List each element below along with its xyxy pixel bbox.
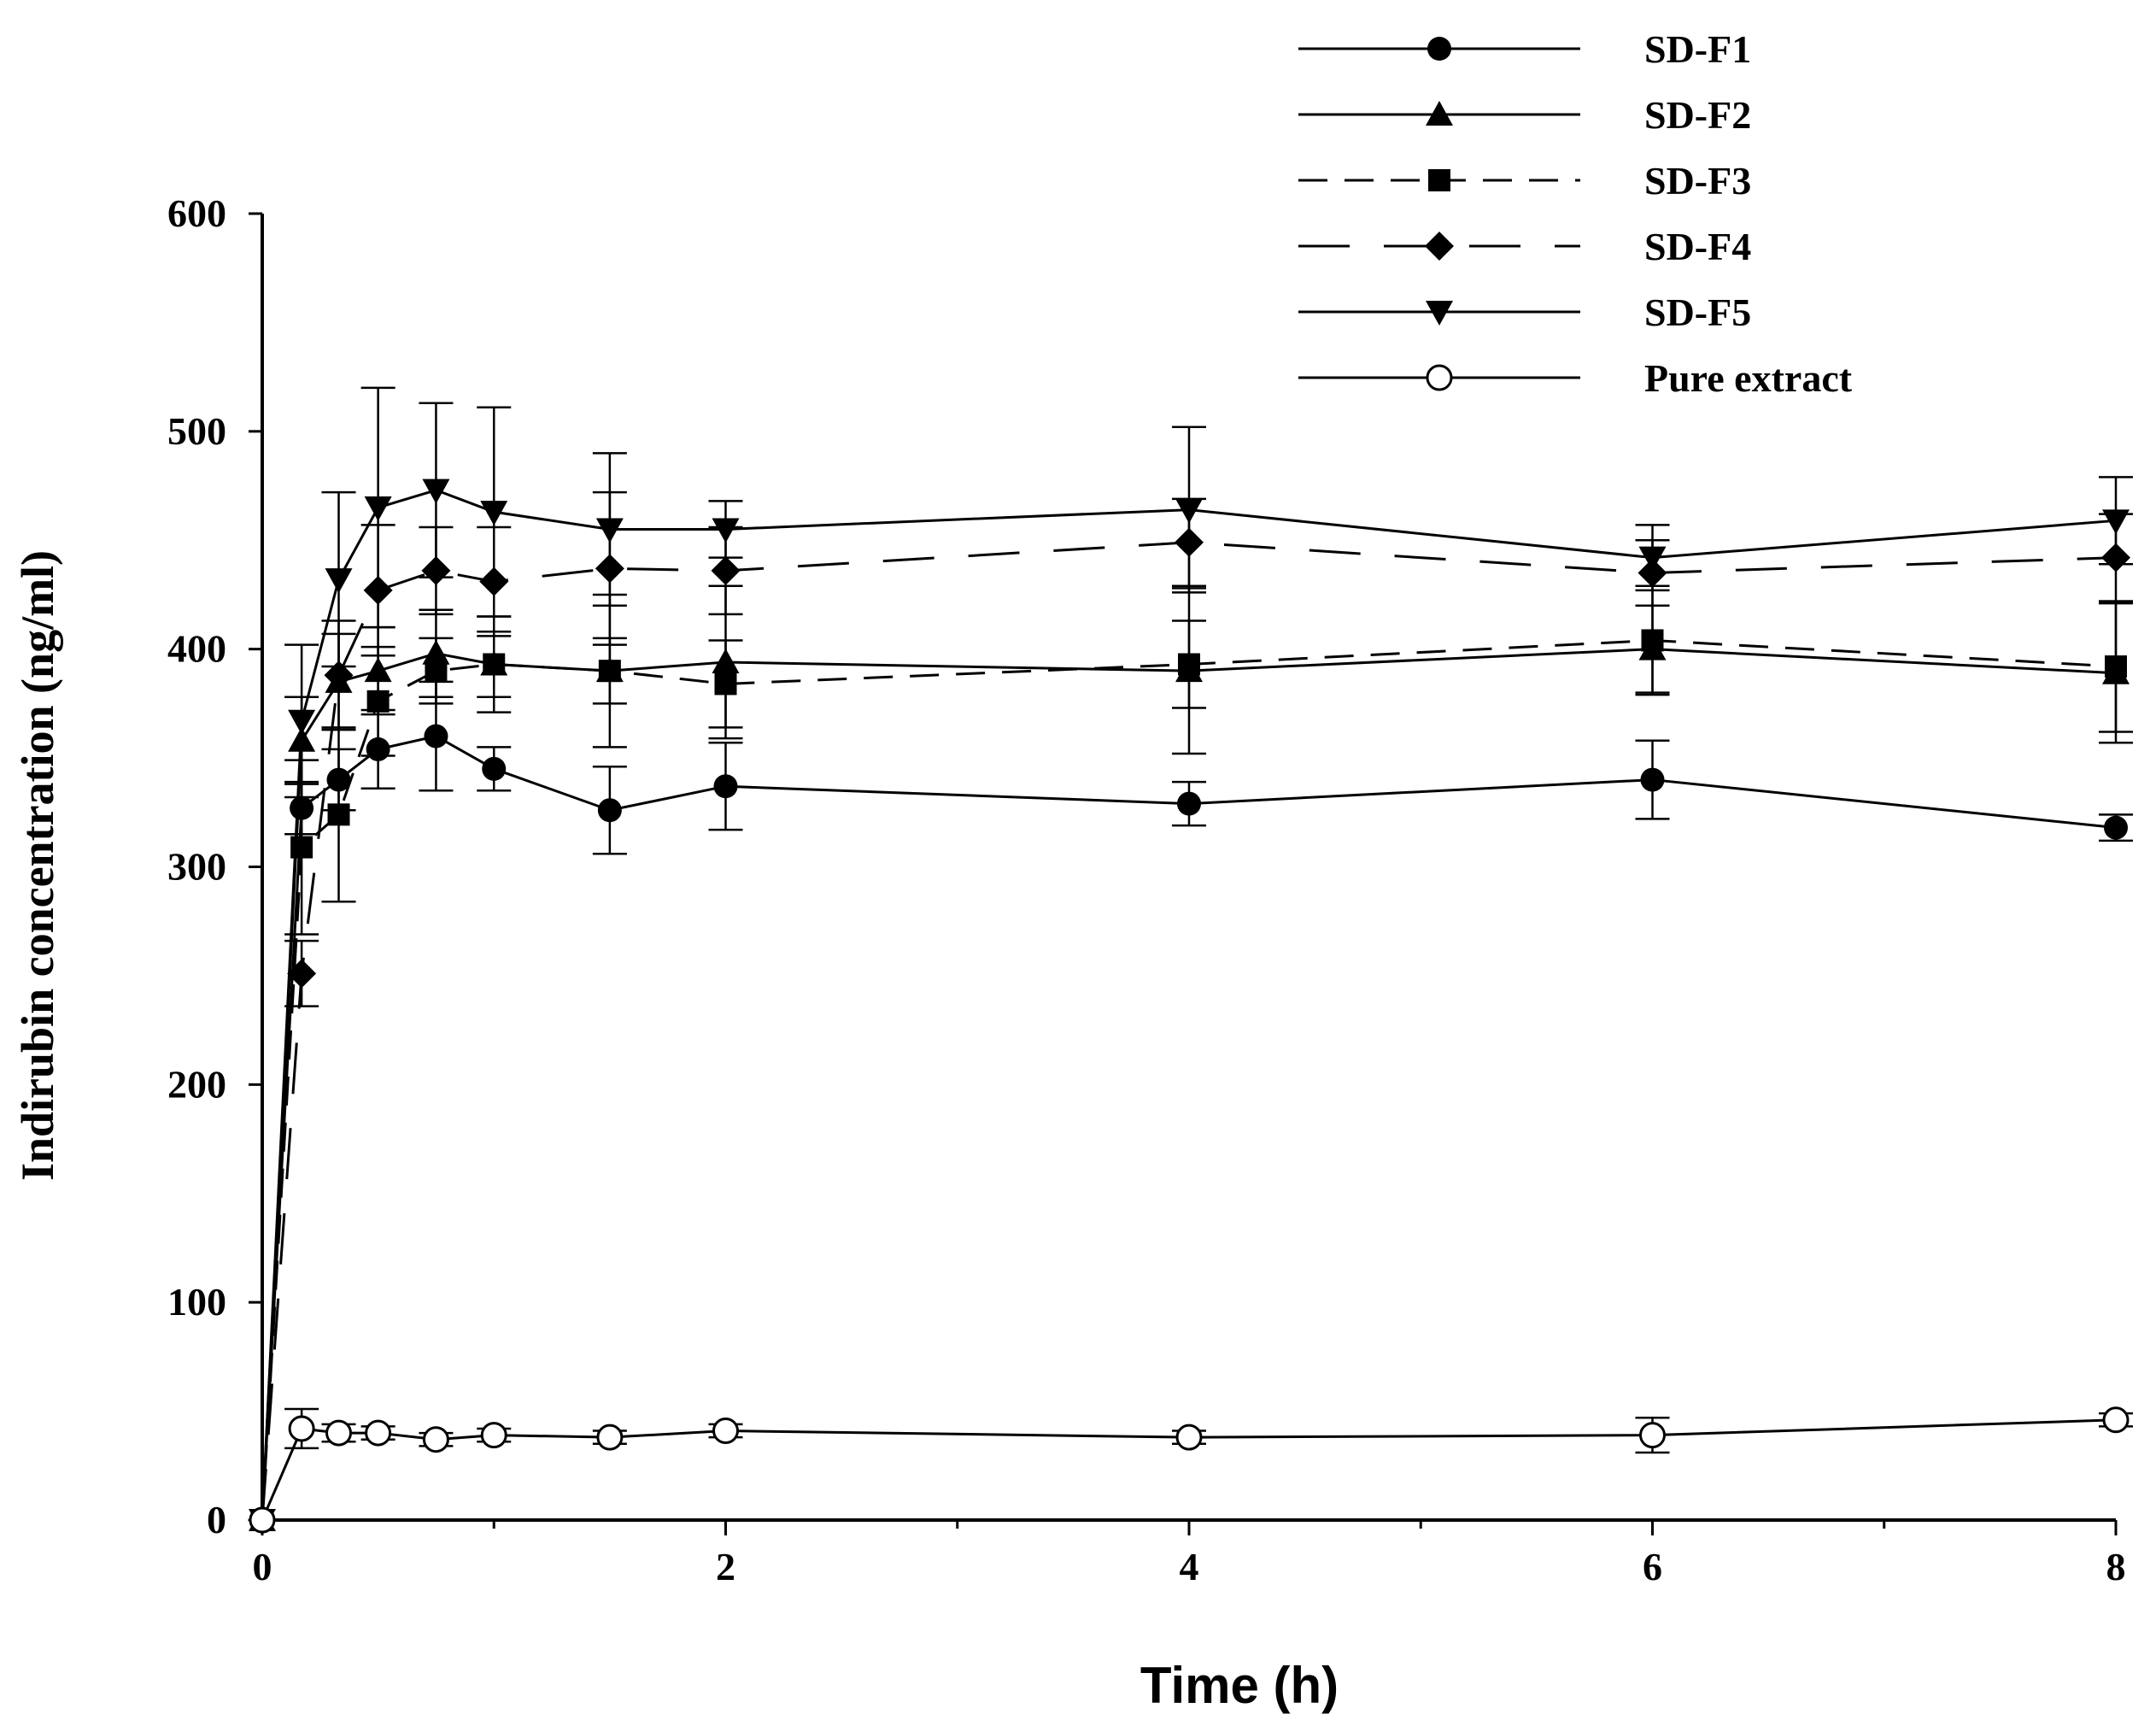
series-sd-f5 bbox=[249, 386, 2133, 1534]
data-point bbox=[288, 1415, 315, 1442]
data-point bbox=[483, 653, 506, 676]
series-sd-f4 bbox=[248, 490, 2133, 1535]
data-point bbox=[422, 478, 450, 504]
legend: SD-F1 SD-F2 SD-F3 SD-F4 SD-F5 Pure extract bbox=[1298, 27, 1853, 400]
data-point bbox=[327, 803, 350, 826]
y-tick-label: 300 bbox=[167, 845, 226, 889]
legend-label: Pure extract bbox=[1644, 356, 1853, 400]
legend-label: SD-F3 bbox=[1644, 159, 1751, 203]
legend-label: SD-F5 bbox=[1644, 291, 1751, 334]
data-point bbox=[1640, 767, 1665, 792]
data-point bbox=[249, 1506, 276, 1534]
legend-label: SD-F1 bbox=[1644, 27, 1751, 71]
data-point bbox=[325, 1419, 353, 1447]
x-tick-label: 0 bbox=[253, 1545, 272, 1588]
data-point bbox=[422, 1426, 449, 1453]
x-tick-label: 2 bbox=[716, 1545, 735, 1588]
legend-marker bbox=[1425, 232, 1454, 261]
data-point bbox=[1177, 791, 1201, 816]
data-point bbox=[1638, 546, 1667, 572]
series-sd-f2 bbox=[249, 584, 2133, 1531]
data-point bbox=[597, 798, 622, 823]
data-point bbox=[288, 709, 316, 735]
data-point bbox=[364, 496, 392, 522]
data-point bbox=[480, 1422, 507, 1449]
data-point bbox=[595, 518, 624, 543]
data-point bbox=[287, 959, 317, 989]
series-sd-f3 bbox=[251, 584, 2133, 1531]
data-point bbox=[365, 1419, 392, 1447]
legend-marker bbox=[1426, 301, 1453, 326]
data-point bbox=[325, 568, 353, 594]
y-tick-label: 100 bbox=[167, 1280, 226, 1324]
legend-label: SD-F2 bbox=[1644, 93, 1751, 137]
data-point bbox=[2104, 815, 2128, 840]
data-point bbox=[1641, 629, 1664, 652]
y-tick-label: 500 bbox=[167, 409, 226, 453]
data-point bbox=[2102, 509, 2130, 535]
data-point bbox=[425, 660, 448, 683]
data-point bbox=[714, 672, 737, 696]
data-point bbox=[2102, 1406, 2130, 1434]
data-point bbox=[711, 555, 741, 585]
data-point bbox=[424, 724, 448, 748]
x-tick-label: 6 bbox=[1643, 1545, 1662, 1588]
data-point bbox=[2105, 655, 2127, 678]
data-point bbox=[712, 518, 740, 543]
legend-marker bbox=[1428, 169, 1450, 191]
data-point bbox=[1639, 1422, 1666, 1449]
legend-marker bbox=[1426, 101, 1453, 126]
y-tick-label: 200 bbox=[167, 1062, 226, 1106]
x-tick-label: 8 bbox=[2106, 1545, 2126, 1588]
data-point bbox=[482, 756, 507, 781]
data-point bbox=[712, 1418, 739, 1445]
data-point bbox=[366, 690, 390, 713]
series-line bbox=[261, 648, 2117, 1521]
data-point bbox=[324, 660, 354, 690]
x-tick-label: 4 bbox=[1180, 1545, 1199, 1588]
data-point bbox=[1175, 1424, 1203, 1451]
data-point bbox=[596, 1424, 624, 1451]
y-tick-label: 0 bbox=[207, 1498, 226, 1541]
legend-marker bbox=[1427, 37, 1451, 61]
y-axis-label: Indirubin concentration (ng/ml) bbox=[12, 550, 63, 1181]
legend-label: SD-F4 bbox=[1644, 225, 1751, 268]
y-tick-label: 600 bbox=[167, 191, 226, 235]
y-tick-label: 400 bbox=[167, 627, 226, 671]
series-sd-f1 bbox=[250, 680, 2133, 1532]
data-point bbox=[598, 660, 621, 683]
data-point bbox=[713, 774, 738, 799]
data-point bbox=[1178, 653, 1200, 676]
series-pure-extract bbox=[249, 1406, 2133, 1534]
x-axis-label: Time (h) bbox=[1140, 1657, 1339, 1714]
series-line bbox=[261, 735, 2117, 1521]
data-point bbox=[1175, 498, 1203, 524]
series-line bbox=[261, 638, 2117, 1521]
legend-marker bbox=[1426, 364, 1453, 391]
data-point bbox=[480, 501, 508, 526]
